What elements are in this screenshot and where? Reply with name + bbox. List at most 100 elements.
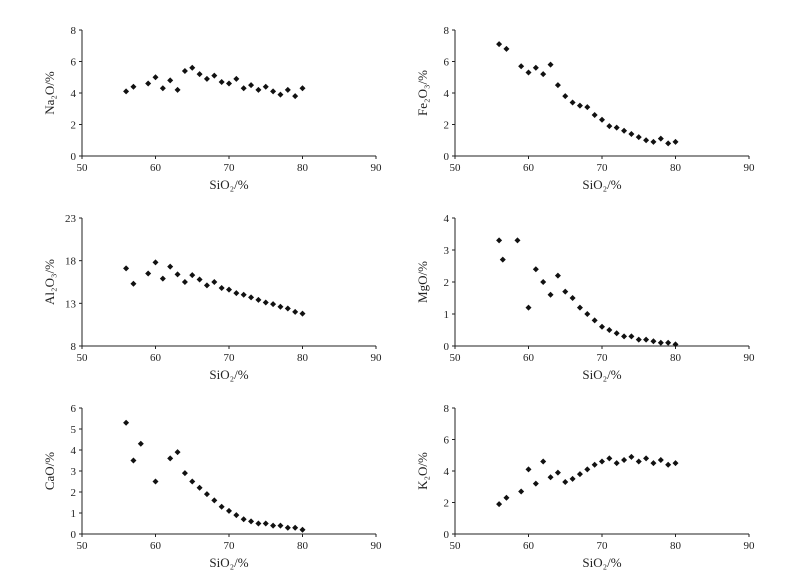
y-tick-label: 2	[444, 277, 450, 289]
data-point	[233, 75, 240, 82]
data-point	[650, 460, 657, 467]
data-point	[621, 127, 628, 134]
data-point	[203, 75, 210, 82]
data-point	[606, 327, 613, 333]
data-point	[628, 453, 635, 460]
scatter-panel-3: 8 13 18 23 50 60 70 80 90 SiO₂/% Al₂O₃/%	[42, 213, 382, 382]
x-tick-label: 90	[371, 352, 383, 364]
x-axis-label: SiO₂/%	[209, 177, 248, 192]
y-axis-label: Na₂O/%	[42, 71, 57, 115]
y-tick-label: 0	[444, 529, 450, 541]
data-point	[196, 484, 203, 491]
data-point	[562, 479, 569, 486]
data-point	[123, 419, 130, 426]
data-point	[584, 311, 591, 317]
data-point	[270, 88, 277, 95]
y-tick-label: 4	[444, 88, 450, 100]
data-point	[226, 80, 232, 87]
data-point	[569, 475, 576, 482]
data-point	[650, 138, 657, 145]
x-tick-label: 90	[371, 162, 383, 174]
data-point	[292, 524, 299, 531]
y-axis-label: Al₂O₃/%	[42, 259, 57, 305]
data-point	[270, 301, 277, 308]
y-tick-label: 1	[71, 508, 77, 520]
data-point	[270, 522, 277, 529]
data-point	[240, 85, 247, 92]
y-axis-label: CaO/%	[42, 452, 57, 490]
x-tick-label: 50	[77, 540, 89, 552]
data-point	[672, 138, 679, 145]
data-point	[518, 63, 525, 70]
data-point	[203, 282, 210, 289]
data-point	[518, 488, 525, 495]
data-point	[218, 284, 225, 291]
data-point	[665, 461, 672, 468]
data-point	[240, 291, 247, 298]
x-tick-label: 70	[224, 352, 236, 364]
x-tick-label: 70	[224, 540, 236, 552]
x-tick-label: 50	[77, 352, 89, 364]
y-tick-label: 3	[444, 245, 450, 257]
data-point	[211, 72, 218, 79]
scatter-panel-5: 0 1 2 3 4 5 6 50 60 70 80 90 SiO₂/% CaO/%	[42, 403, 382, 570]
data-point	[181, 67, 188, 74]
x-tick-label: 60	[150, 540, 162, 552]
y-tick-label: 0	[71, 151, 77, 163]
x-tick-label: 80	[297, 540, 309, 552]
data-point	[672, 341, 679, 348]
data-point	[613, 460, 620, 467]
data-point	[628, 333, 635, 340]
data-point	[547, 61, 554, 68]
x-tick-label: 60	[523, 540, 535, 552]
data-point	[591, 112, 598, 119]
data-point	[532, 480, 539, 487]
data-point	[599, 458, 605, 465]
data-point	[657, 456, 664, 463]
x-tick-label: 70	[597, 540, 609, 552]
data-point	[284, 86, 291, 93]
data-point	[599, 323, 605, 330]
data-point	[569, 99, 576, 106]
scatter-panel-4: 0 1 2 3 4 50 60 70 80 90 SiO₂/% MgO/%	[415, 213, 755, 382]
y-tick-label: 0	[71, 529, 77, 541]
data-point	[554, 82, 561, 89]
data-point	[255, 86, 262, 93]
data-point	[562, 93, 569, 100]
data-point	[503, 494, 510, 501]
data-point	[613, 330, 620, 337]
data-point	[189, 272, 196, 279]
data-point	[643, 455, 650, 462]
y-tick-label: 2	[71, 487, 77, 499]
x-tick-label: 80	[297, 352, 309, 364]
data-point	[284, 524, 291, 531]
data-point	[277, 303, 284, 310]
data-point	[532, 266, 539, 273]
y-tick-label: 18	[65, 256, 77, 268]
data-point	[262, 520, 269, 527]
data-point	[299, 526, 306, 533]
data-point	[554, 469, 561, 476]
data-point	[189, 478, 196, 485]
data-point	[174, 449, 181, 456]
data-point	[284, 305, 291, 312]
x-tick-label: 90	[744, 162, 756, 174]
data-point	[218, 503, 225, 510]
y-tick-label: 6	[444, 57, 450, 69]
data-point	[584, 104, 591, 111]
data-point	[292, 308, 299, 315]
x-axis-label: SiO₂/%	[209, 367, 248, 382]
y-tick-label: 5	[71, 424, 77, 436]
data-point	[277, 522, 284, 529]
y-tick-label: 4	[71, 445, 77, 457]
data-point	[299, 310, 306, 317]
x-axis-label: SiO₂/%	[582, 177, 621, 192]
data-point	[211, 497, 218, 504]
data-point	[152, 478, 159, 485]
x-tick-label: 80	[670, 352, 682, 364]
data-point	[233, 290, 240, 297]
data-point	[606, 123, 613, 130]
y-tick-label: 4	[71, 88, 77, 100]
data-point	[152, 259, 159, 266]
data-point	[226, 286, 232, 293]
